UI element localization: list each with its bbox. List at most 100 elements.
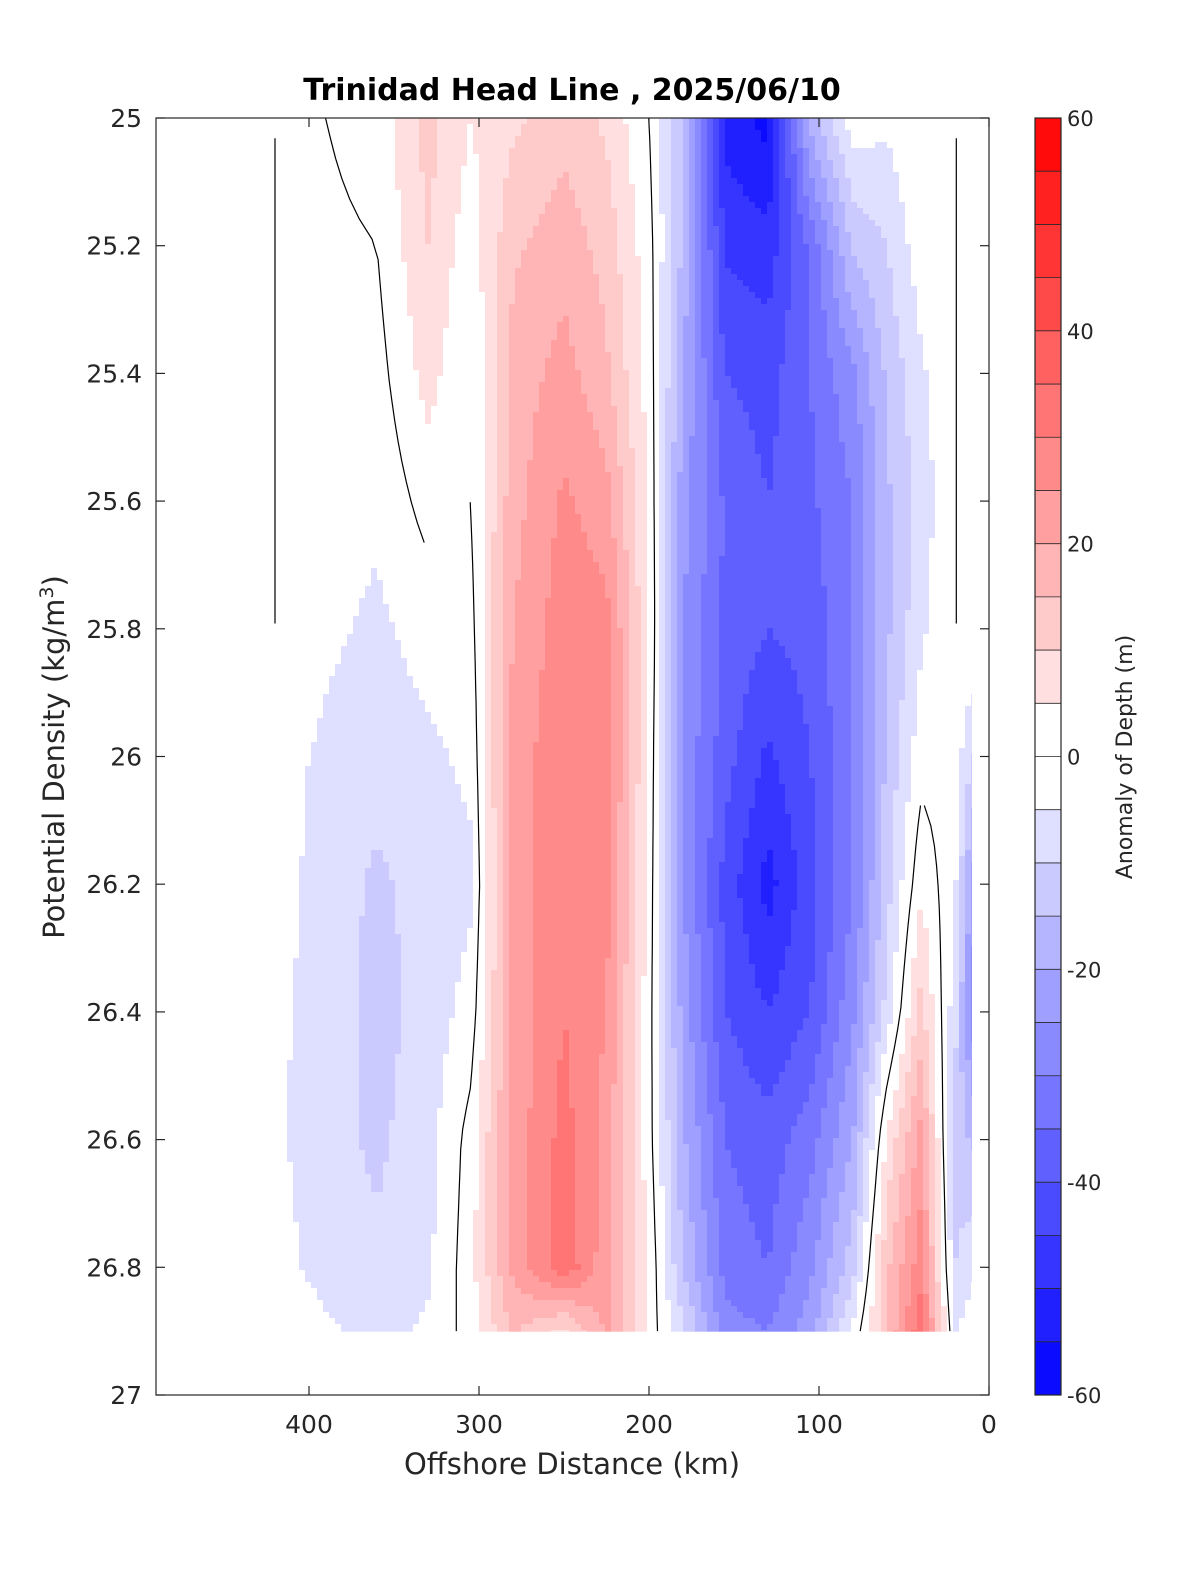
contour-cell (485, 304, 498, 311)
contour-cell (617, 460, 636, 467)
contour-cell (935, 472, 972, 479)
contour-cell (821, 1036, 840, 1043)
contour-cell (965, 718, 972, 725)
contour-cell (809, 298, 822, 305)
contour-cell (839, 1012, 858, 1019)
contour-cell (659, 472, 666, 479)
contour-cell (719, 316, 786, 323)
contour-cell (611, 670, 624, 677)
contour-cell (677, 610, 684, 617)
contour-cell (833, 910, 852, 917)
contour-cell (503, 778, 510, 785)
contour-cell (617, 412, 630, 419)
contour-cell (731, 376, 780, 383)
contour-cell (797, 136, 804, 143)
contour-cell (695, 322, 702, 329)
contour-cell (701, 328, 714, 335)
contour-cell (533, 754, 612, 761)
contour-cell (911, 1066, 918, 1073)
contour-cell (479, 208, 504, 215)
contour-cell (533, 1048, 564, 1055)
contour-cell (869, 910, 882, 917)
contour-cell (275, 160, 396, 167)
contour-cell (803, 136, 816, 143)
contour-cell (971, 814, 972, 821)
contour-cell (485, 1048, 492, 1055)
contour-cell (587, 538, 618, 545)
contour-cell (647, 964, 660, 971)
contour-cell (515, 292, 600, 299)
contour-cell (485, 394, 498, 401)
contour-cell (899, 736, 912, 743)
contour-cell (893, 598, 912, 605)
contour-cell (491, 604, 504, 611)
contour-cell (485, 418, 498, 425)
contour-cell (683, 184, 690, 191)
contour-cell (665, 604, 672, 611)
contour-cell (617, 574, 630, 581)
contour-cell (911, 274, 972, 281)
contour-cell (275, 754, 312, 761)
contour-cell (701, 1012, 714, 1019)
contour-cell (617, 544, 624, 551)
contour-cell (485, 598, 492, 605)
contour-cell (707, 460, 720, 467)
contour-cell (629, 832, 636, 839)
contour-cell (857, 310, 876, 317)
contour-cell (383, 598, 486, 605)
contour-cell (905, 202, 972, 209)
contour-cell (707, 184, 714, 191)
contour-cell (875, 838, 882, 845)
contour-cell (749, 688, 798, 695)
contour-cell (485, 868, 498, 875)
contour-cell (683, 916, 696, 923)
contour-cell (611, 916, 618, 923)
contour-cell (869, 940, 876, 947)
contour-cell (701, 118, 708, 125)
contour-cell (449, 268, 480, 275)
contour-cell (485, 646, 492, 653)
contour-cell (665, 418, 678, 425)
contour-cell (875, 520, 894, 527)
contour-cell (827, 238, 840, 245)
contour-cell (605, 322, 624, 329)
contour-cell (857, 976, 870, 983)
contour-cell (629, 946, 636, 953)
contour-cell (845, 940, 858, 947)
contour-cell (275, 328, 414, 335)
contour-cell (701, 616, 720, 623)
contour-cell (533, 1018, 606, 1025)
contour-cell (485, 604, 492, 611)
contour-cell (629, 856, 636, 863)
contour-cell (887, 412, 906, 419)
contour-cell (677, 478, 690, 485)
contour-cell (623, 754, 630, 761)
contour-cell (623, 538, 636, 545)
contour-cell (845, 1072, 858, 1079)
contour-cell (893, 898, 900, 905)
contour-cell (701, 220, 708, 227)
contour-cell (497, 310, 510, 317)
contour-cell (827, 352, 852, 359)
contour-cell (707, 130, 714, 137)
contour-cell (893, 568, 912, 575)
contour-cell (845, 442, 864, 449)
contour-cell (917, 712, 966, 719)
contour-cell (503, 814, 510, 821)
contour-cell (407, 670, 486, 677)
contour-cell (485, 310, 498, 317)
contour-cell (485, 442, 498, 449)
contour-cell (503, 976, 510, 983)
contour-cell (887, 904, 900, 911)
contour-cell (413, 676, 486, 683)
contour-cell (899, 928, 918, 935)
contour-cell (317, 724, 438, 731)
contour-cell (443, 346, 486, 353)
contour-cell (611, 934, 618, 941)
contour-cell (629, 442, 648, 449)
contour-cell (503, 664, 510, 671)
contour-cell (917, 730, 966, 737)
contour-cell (677, 760, 684, 767)
contour-cell (875, 802, 882, 809)
contour-cell (827, 226, 840, 233)
